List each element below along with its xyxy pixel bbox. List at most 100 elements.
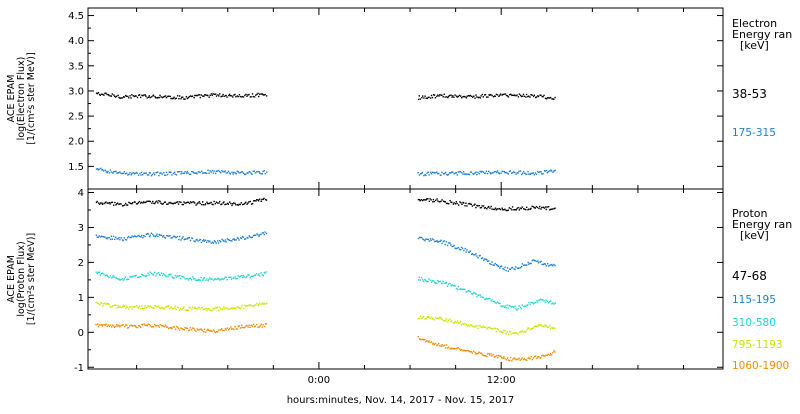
data-point (236, 306, 238, 308)
data-point (477, 294, 479, 296)
data-point (160, 325, 163, 327)
data-point (240, 237, 243, 240)
data-point (155, 97, 157, 99)
data-point (205, 239, 207, 241)
data-point (529, 262, 531, 264)
data-point (222, 239, 224, 242)
data-point (458, 248, 461, 251)
data-point (547, 206, 550, 208)
data-point (228, 94, 230, 97)
data-point (462, 288, 464, 290)
data-point (112, 235, 115, 238)
data-point (168, 95, 170, 97)
data-point (492, 96, 495, 98)
data-point (135, 274, 137, 277)
data-point (477, 171, 479, 174)
data-point (533, 207, 536, 209)
data-point (104, 324, 106, 326)
data-point (541, 206, 543, 209)
data-point (172, 326, 174, 328)
data-point (230, 276, 232, 278)
data-point (541, 263, 543, 266)
data-point (155, 235, 157, 237)
data-point (534, 172, 536, 174)
data-point (172, 97, 174, 100)
data-point (428, 96, 430, 98)
data-point (528, 173, 530, 175)
data-point (222, 93, 224, 96)
data-point (549, 325, 551, 327)
data-point (132, 236, 134, 238)
data-point (490, 173, 492, 175)
data-point (181, 237, 183, 239)
data-point (476, 353, 478, 355)
data-point (98, 271, 101, 273)
data-point (472, 325, 474, 327)
data-point (193, 240, 195, 242)
data-point (470, 203, 472, 205)
data-point (549, 96, 552, 99)
data-point (432, 198, 435, 201)
data-point (485, 298, 488, 300)
data-point (128, 201, 130, 204)
data-point (202, 172, 205, 174)
data-point (476, 173, 478, 176)
data-point (460, 97, 463, 99)
data-point (421, 172, 423, 175)
data-point (205, 172, 207, 174)
data-point (208, 241, 210, 243)
data-point (504, 266, 506, 269)
data-point (138, 276, 141, 278)
data-point (204, 203, 207, 205)
data-point (545, 98, 548, 100)
data-point (202, 279, 204, 281)
data-point (133, 95, 136, 98)
data-point (484, 355, 487, 357)
data-point (459, 171, 461, 173)
data-point (171, 308, 174, 310)
data-point (137, 202, 140, 204)
data-point (244, 173, 246, 176)
data-point (472, 293, 474, 295)
data-point (427, 198, 429, 200)
data-point (258, 304, 260, 306)
data-point (110, 277, 113, 279)
data-point (525, 359, 527, 361)
data-point (246, 95, 248, 97)
data-point (114, 201, 116, 204)
data-point (104, 169, 106, 172)
data-point (496, 265, 499, 267)
data-point (477, 352, 479, 354)
data-point (108, 325, 111, 328)
data-point (154, 305, 156, 307)
data-point (507, 96, 510, 98)
data-point (466, 290, 468, 293)
data-point (516, 358, 518, 361)
data-point (184, 278, 186, 280)
data-point (226, 307, 229, 309)
data-point (433, 280, 435, 282)
data-point (239, 307, 241, 310)
data-point (426, 97, 428, 100)
data-point (485, 96, 488, 98)
data-point (207, 240, 209, 242)
data-point (157, 305, 160, 307)
data-point (476, 325, 478, 327)
data-point (123, 171, 126, 173)
data-point (108, 304, 110, 306)
data-point (491, 355, 493, 357)
data-point (533, 302, 536, 304)
data-point (233, 277, 235, 279)
data-point (537, 324, 540, 326)
data-point (424, 278, 426, 281)
y-tick-label: 2 (78, 258, 84, 269)
data-point (493, 171, 496, 173)
data-point (107, 303, 109, 305)
data-point (254, 234, 257, 236)
data-point (541, 95, 543, 98)
y-tick-label: -1 (74, 363, 84, 374)
data-point (473, 292, 475, 294)
data-point (250, 275, 253, 277)
data-point (102, 170, 105, 172)
data-point (143, 323, 145, 325)
